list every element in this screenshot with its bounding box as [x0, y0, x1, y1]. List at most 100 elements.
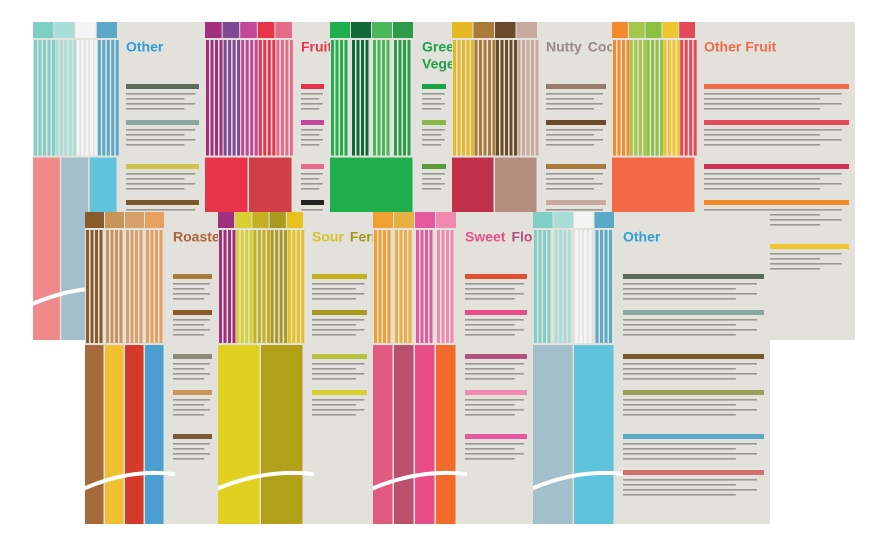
- wheel-stripe: [64, 40, 68, 156]
- wheel-stripe: [150, 230, 154, 344]
- text-line: [126, 134, 185, 136]
- wheel-wedge: [394, 345, 414, 524]
- section-header: [301, 84, 324, 89]
- wheel-stripe: [206, 40, 209, 156]
- wheel-wedge: [574, 345, 614, 524]
- text-line: [301, 98, 320, 100]
- poster-title: Other: [623, 229, 661, 245]
- text-line: [704, 144, 820, 146]
- text-line: [465, 288, 515, 290]
- section-header: [623, 354, 764, 359]
- wheel-arc: [373, 470, 468, 491]
- wheel-stripe: [514, 40, 517, 156]
- wheel-stripe: [47, 40, 51, 156]
- wheel-stripe: [429, 230, 433, 344]
- text-line: [704, 134, 820, 136]
- wheel-stripe: [38, 40, 42, 156]
- section-header: [301, 120, 324, 125]
- section-header: [126, 200, 199, 205]
- text-line: [301, 209, 323, 211]
- wheel-stripe: [285, 40, 289, 156]
- wheel-stripe: [638, 40, 642, 156]
- text-line: [422, 183, 445, 185]
- wheel-wedge: [415, 345, 435, 524]
- text-line: [623, 319, 757, 321]
- wheel-segment: [252, 212, 269, 228]
- text-line: [465, 458, 515, 460]
- text-line: [704, 219, 842, 221]
- section-header: [126, 84, 199, 89]
- poster-title: Floral: [511, 229, 549, 245]
- text-line: [704, 188, 820, 190]
- wheel-wedge: [373, 345, 393, 524]
- section-header: [546, 164, 606, 169]
- wheel-stripe: [500, 40, 504, 156]
- wheel-stripe: [280, 40, 284, 156]
- text-line: [623, 368, 736, 370]
- wheel-stripe: [263, 40, 267, 156]
- text-line: [465, 399, 524, 401]
- text-line: [623, 479, 757, 481]
- wheel-stripe: [159, 230, 163, 344]
- wheel-stripe: [68, 40, 72, 156]
- wheel-stripe: [241, 40, 245, 156]
- wheel-stripe: [236, 230, 240, 344]
- wheel-stripe: [538, 230, 542, 344]
- wheel-stripe: [453, 40, 456, 156]
- wheel-segment: [574, 212, 594, 228]
- wheel-segment: [330, 22, 350, 38]
- wheel-stripe: [115, 230, 118, 344]
- text-line: [301, 93, 323, 95]
- text-line: [312, 288, 356, 290]
- text-line: [173, 453, 211, 455]
- wheel-segment: [553, 212, 573, 228]
- section-header: [623, 310, 764, 315]
- wheel-wedge: [61, 157, 89, 340]
- wheel-segment: [218, 212, 235, 228]
- wheel-stripe: [374, 230, 377, 344]
- text-line: [465, 363, 524, 365]
- wheel-stripe: [232, 230, 236, 344]
- text-line: [623, 414, 736, 416]
- wheel-stripe: [535, 40, 539, 156]
- wheel-segment: [275, 22, 292, 38]
- wheel-stripe: [689, 40, 693, 156]
- wheel-stripe: [517, 40, 521, 156]
- poster: Roasted: [85, 212, 218, 524]
- section-header: [465, 274, 527, 279]
- text-line: [173, 378, 205, 380]
- wheel-stripe: [344, 40, 348, 156]
- section-header: [465, 434, 527, 439]
- text-line: [173, 298, 205, 300]
- wheel-stripe: [249, 230, 253, 344]
- text-line: [312, 329, 365, 331]
- section-header: [173, 274, 212, 279]
- wheel-stripe: [340, 40, 343, 156]
- text-line: [173, 293, 211, 295]
- text-line: [422, 98, 442, 100]
- wheel-stripe: [457, 40, 461, 156]
- wheel-stripe: [279, 230, 283, 344]
- wheel-segment: [240, 22, 257, 38]
- wheel-stripe: [563, 230, 567, 344]
- wheel-stripe: [450, 230, 454, 344]
- poster-title: Green: [422, 39, 462, 55]
- wheel-segment: [286, 212, 303, 228]
- text-line: [465, 373, 524, 375]
- wheel-stripe: [584, 230, 587, 344]
- wheel-segment: [452, 22, 473, 38]
- wheel-stripe: [378, 230, 382, 344]
- wheel-stripe: [446, 230, 449, 344]
- text-line: [704, 263, 842, 265]
- wheel-stripe: [97, 40, 101, 156]
- wheel-stripe: [365, 40, 369, 156]
- text-line: [465, 283, 524, 285]
- text-line: [301, 108, 320, 110]
- text-line: [623, 288, 736, 290]
- text-line: [312, 298, 356, 300]
- text-line: [126, 209, 196, 211]
- wheel-segment: [105, 212, 124, 228]
- wheel-stripe: [219, 40, 223, 156]
- text-line: [126, 188, 185, 190]
